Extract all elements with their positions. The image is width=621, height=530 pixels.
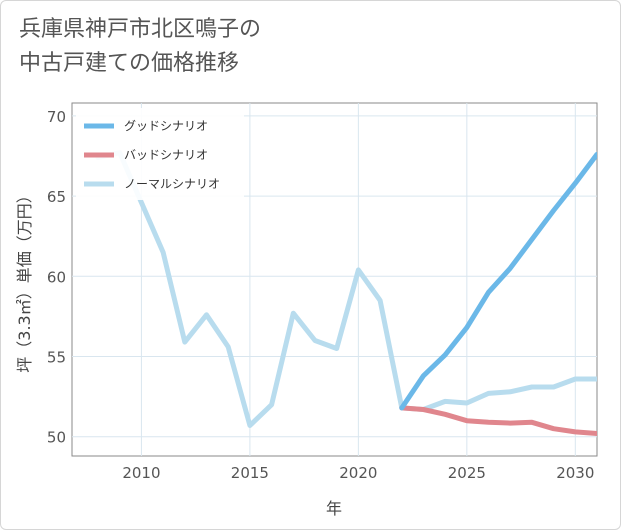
x-tick-label: 2020 (339, 464, 377, 482)
y-tick-label: 55 (47, 349, 66, 367)
series-line (399, 151, 597, 411)
series-layer (95, 150, 597, 436)
legend-label: バッドシナリオ (124, 148, 208, 162)
y-axis-title: 坪（3.3㎡）単価（万円） (15, 187, 34, 372)
chart-title-line-2: 中古戸建ての価格推移 (19, 51, 240, 76)
series-line (399, 405, 597, 436)
x-tick-label: 2015 (231, 464, 269, 482)
series-line (95, 150, 597, 428)
x-axis-title: 年 (326, 499, 342, 518)
legend-label: グッドシナリオ (124, 119, 208, 133)
legend-label: ノーマルシナリオ (124, 177, 220, 191)
x-tick-label: 2010 (122, 464, 160, 482)
y-tick-label: 70 (47, 108, 66, 126)
chart-title-line-1: 兵庫県神戸市北区鳴子の (19, 17, 262, 42)
tick-labels: 2010 2015 2020 2025 2030 50 55 60 65 70 (47, 108, 594, 482)
y-tick-label: 50 (47, 429, 66, 447)
x-tick-label: 2025 (448, 464, 486, 482)
x-tick-label: 2030 (556, 464, 594, 482)
y-tick-label: 65 (47, 188, 66, 206)
y-tick-label: 60 (47, 268, 66, 286)
chart-title: 兵庫県神戸市北区鳴子の 中古戸建ての価格推移 (19, 13, 261, 81)
